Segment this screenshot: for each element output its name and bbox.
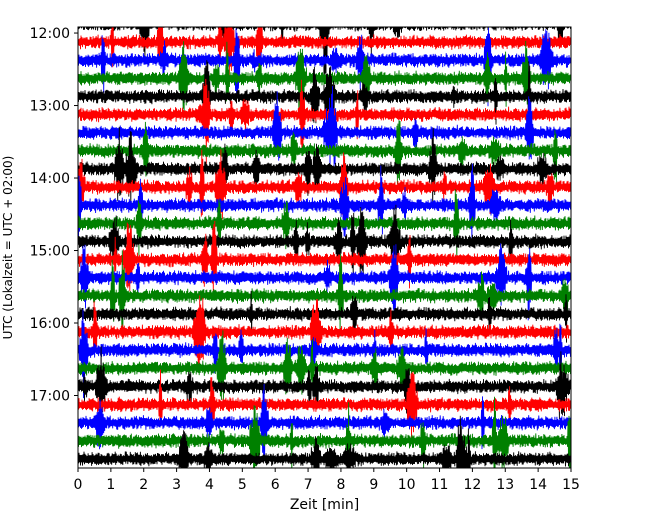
x-tick-label: 6 <box>271 477 280 493</box>
x-tick-label: 14 <box>529 477 547 493</box>
y-tick-label: 15:00 <box>30 244 70 260</box>
seismic-trace-1415 <box>78 163 571 245</box>
x-tick-label: 11 <box>431 477 449 493</box>
y-tick-label: 12:00 <box>30 26 70 42</box>
seismic-trace-1715 <box>78 383 571 460</box>
x-tick-label: 15 <box>562 477 580 493</box>
x-tick-label: 0 <box>74 477 83 493</box>
seismic-trace-1700 <box>78 369 571 439</box>
seismic-trace-1330 <box>78 120 571 185</box>
x-tick-label: 5 <box>238 477 247 493</box>
seismic-trace-1745 <box>78 415 571 468</box>
y-axis: 12:00 13:00 14:00 15:00 16:00 17:00 <box>30 26 78 405</box>
x-tick-label: 4 <box>205 477 214 493</box>
y-tick-label: 16:00 <box>30 316 70 332</box>
x-tick-label: 9 <box>369 477 378 493</box>
seismic-trace-1600 <box>78 295 571 368</box>
plot-frame <box>77 26 572 469</box>
x-tick-label: 8 <box>336 477 345 493</box>
y-tick-label: 14:00 <box>30 171 70 187</box>
seismic-trace-1300 <box>78 78 571 165</box>
seismic-trace-1630 <box>78 330 571 403</box>
seismic-trace-1730 <box>78 396 571 468</box>
seismic-trace-1245 <box>78 60 571 141</box>
x-tick-label: 12 <box>463 477 481 493</box>
seismic-trace-1515 <box>78 243 571 321</box>
seismic-trace-1230 <box>78 40 571 116</box>
y-axis-label: UTC (Lokalzeit = UTC + 02:00) <box>1 156 15 340</box>
x-tick-label: 7 <box>304 477 313 493</box>
trace-group <box>78 27 571 468</box>
seismic-trace-1400 <box>78 149 571 226</box>
seismic-trace-1500 <box>78 220 571 292</box>
seismic-trace-1430 <box>78 189 571 262</box>
x-tick-label: 1 <box>106 477 115 493</box>
x-tick-label: 3 <box>172 477 181 493</box>
seismic-trace-1445 <box>78 204 571 278</box>
y-tick-label: 17:00 <box>30 389 70 405</box>
seismic-trace-1315 <box>78 86 571 171</box>
seismic-trace-1615 <box>78 309 571 399</box>
x-axis-label: Zeit [min] <box>290 497 359 513</box>
x-tick-label: 2 <box>139 477 148 493</box>
x-axis: 0 1 2 3 4 5 6 7 8 9 10 11 12 13 14 15 <box>74 468 580 493</box>
x-tick-label: 13 <box>496 477 514 493</box>
seismic-trace-1345 <box>78 126 571 209</box>
x-tick-label: 10 <box>398 477 416 493</box>
y-tick-label: 13:00 <box>30 99 70 115</box>
seismic-trace-1545 <box>78 290 571 343</box>
